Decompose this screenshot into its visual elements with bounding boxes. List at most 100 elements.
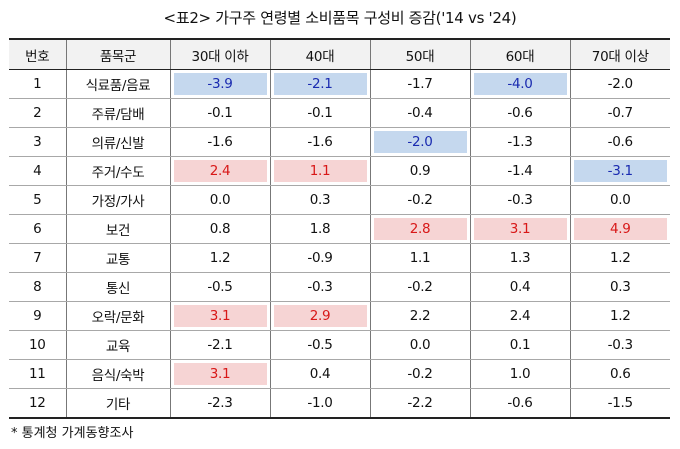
cell-value: 2.4 xyxy=(509,308,531,324)
table-row: 9 오락/문화 3.1 2.9 2.2 2.4 1.2 xyxy=(9,301,670,331)
value-cell-40s: -2.1 xyxy=(269,69,371,99)
value-cell-50s: -2.0 xyxy=(369,127,471,157)
table-row: 1 식료품/음료 -3.9 -2.1 -1.7 -4.0 -2.0 xyxy=(9,69,670,99)
row-number: 2 xyxy=(9,98,67,128)
value-cell-50s: -2.2 xyxy=(369,388,471,418)
cell-value: -0.2 xyxy=(407,192,433,208)
value-cell-40s: -1.0 xyxy=(269,388,371,418)
highlighted-increase-value: 2.4 xyxy=(173,160,267,182)
column-header-category: 품목군 xyxy=(65,39,171,70)
highlighted-increase-value: 1.1 xyxy=(273,160,367,182)
cell-value: -1.5 xyxy=(607,395,633,411)
row-category: 주류/담배 xyxy=(65,98,171,128)
value-cell-60s: 0.4 xyxy=(469,272,571,302)
cell-value: 1.2 xyxy=(609,308,631,324)
highlighted-increase-value: 2.8 xyxy=(373,218,467,240)
value-cell-40s: 0.4 xyxy=(269,359,371,389)
column-header-70s-and-over: 70대 이상 xyxy=(569,39,670,70)
row-number: 11 xyxy=(9,359,67,389)
table-row: 2 주류/담배 -0.1 -0.1 -0.4 -0.6 -0.7 xyxy=(9,98,670,128)
highlighted-increase-value: 4.9 xyxy=(573,218,667,240)
column-header-30s-and-under: 30대 이하 xyxy=(169,39,271,70)
value-cell-70s-and-over: -0.6 xyxy=(569,127,670,157)
cell-value: 1.2 xyxy=(609,250,631,266)
cell-value: -0.1 xyxy=(207,105,233,121)
row-number: 7 xyxy=(9,243,67,273)
highlighted-decrease-value: -2.1 xyxy=(273,73,367,95)
cell-value: -0.4 xyxy=(407,105,433,121)
value-cell-60s: -1.3 xyxy=(469,127,571,157)
cell-value: -2.3 xyxy=(207,395,233,411)
highlighted-increase-value: 3.1 xyxy=(173,305,267,327)
value-cell-50s: -0.2 xyxy=(369,185,471,215)
value-cell-30s-and-under: -2.3 xyxy=(169,388,271,418)
value-cell-30s-and-under: 3.1 xyxy=(169,301,271,331)
cell-value: -0.3 xyxy=(607,337,633,353)
value-cell-60s: -1.4 xyxy=(469,156,571,186)
value-cell-50s: 0.0 xyxy=(369,330,471,360)
cell-value: -2.1 xyxy=(207,337,233,353)
source-note: * 통계청 가계동향조사 xyxy=(11,426,134,441)
value-cell-40s: -0.1 xyxy=(269,98,371,128)
cell-value: -0.3 xyxy=(307,279,333,295)
row-category: 음식/숙박 xyxy=(65,359,171,389)
cell-value: -0.2 xyxy=(407,279,433,295)
row-number: 9 xyxy=(9,301,67,331)
table-row: 11 음식/숙박 3.1 0.4 -0.2 1.0 0.6 xyxy=(9,359,670,389)
highlighted-decrease-value: -3.1 xyxy=(573,160,667,182)
value-cell-50s: -0.2 xyxy=(369,272,471,302)
value-cell-30s-and-under: 0.0 xyxy=(169,185,271,215)
table-body: 1 식료품/음료 -3.9 -2.1 -1.7 -4.0 -2.0 2 주류/담배 -0.1 -0.… xyxy=(9,69,670,418)
row-category: 교통 xyxy=(65,243,171,273)
value-cell-60s: 0.1 xyxy=(469,330,571,360)
cell-value: -0.5 xyxy=(307,337,333,353)
value-cell-60s: -4.0 xyxy=(469,69,571,99)
cell-value: 1.1 xyxy=(409,250,431,266)
value-cell-60s: -0.6 xyxy=(469,388,571,418)
table-row: 3 의류/신발 -1.6 -1.6 -2.0 -1.3 -0.6 xyxy=(9,127,670,157)
cell-value: 0.6 xyxy=(609,366,631,382)
cell-value: -0.6 xyxy=(507,395,533,411)
table-row: 5 가정/가사 0.0 0.3 -0.2 -0.3 0.0 xyxy=(9,185,670,215)
highlighted-increase-value: 3.1 xyxy=(173,363,267,385)
cell-value: 0.3 xyxy=(609,279,631,295)
cell-value: -0.7 xyxy=(607,105,633,121)
cell-value: 0.0 xyxy=(409,337,431,353)
highlighted-decrease-value: -2.0 xyxy=(373,131,467,153)
value-cell-60s: 2.4 xyxy=(469,301,571,331)
value-cell-30s-and-under: -2.1 xyxy=(169,330,271,360)
value-cell-30s-and-under: -0.1 xyxy=(169,98,271,128)
value-cell-70s-and-over: 1.2 xyxy=(569,301,670,331)
cell-value: -0.6 xyxy=(507,105,533,121)
cell-value: 0.8 xyxy=(209,221,231,237)
cell-value: 0.3 xyxy=(309,192,331,208)
column-header-40s: 40대 xyxy=(269,39,371,70)
row-category: 통신 xyxy=(65,272,171,302)
row-category: 기타 xyxy=(65,388,171,418)
value-cell-30s-and-under: -1.6 xyxy=(169,127,271,157)
cell-value: 0.9 xyxy=(409,163,431,179)
value-cell-40s: 1.8 xyxy=(269,214,371,244)
value-cell-40s: -0.5 xyxy=(269,330,371,360)
row-category: 주거/수도 xyxy=(65,156,171,186)
value-cell-30s-and-under: 2.4 xyxy=(169,156,271,186)
row-number: 12 xyxy=(9,388,67,418)
row-category: 식료품/음료 xyxy=(65,69,171,99)
row-number: 5 xyxy=(9,185,67,215)
cell-value: -1.4 xyxy=(507,163,533,179)
cell-value: -0.9 xyxy=(307,250,333,266)
value-cell-70s-and-over: 4.9 xyxy=(569,214,670,244)
highlighted-increase-value: 3.1 xyxy=(473,218,567,240)
row-category: 가정/가사 xyxy=(65,185,171,215)
value-cell-50s: -1.7 xyxy=(369,69,471,99)
cell-value: -1.0 xyxy=(307,395,333,411)
table-row: 10 교육 -2.1 -0.5 0.0 0.1 -0.3 xyxy=(9,330,670,360)
value-cell-40s: 0.3 xyxy=(269,185,371,215)
cell-value: 1.8 xyxy=(309,221,331,237)
value-cell-40s: -0.3 xyxy=(269,272,371,302)
value-cell-50s: -0.2 xyxy=(369,359,471,389)
cell-value: -1.6 xyxy=(207,134,233,150)
value-cell-30s-and-under: 3.1 xyxy=(169,359,271,389)
value-cell-70s-and-over: -0.3 xyxy=(569,330,670,360)
cell-value: 0.4 xyxy=(509,279,531,295)
